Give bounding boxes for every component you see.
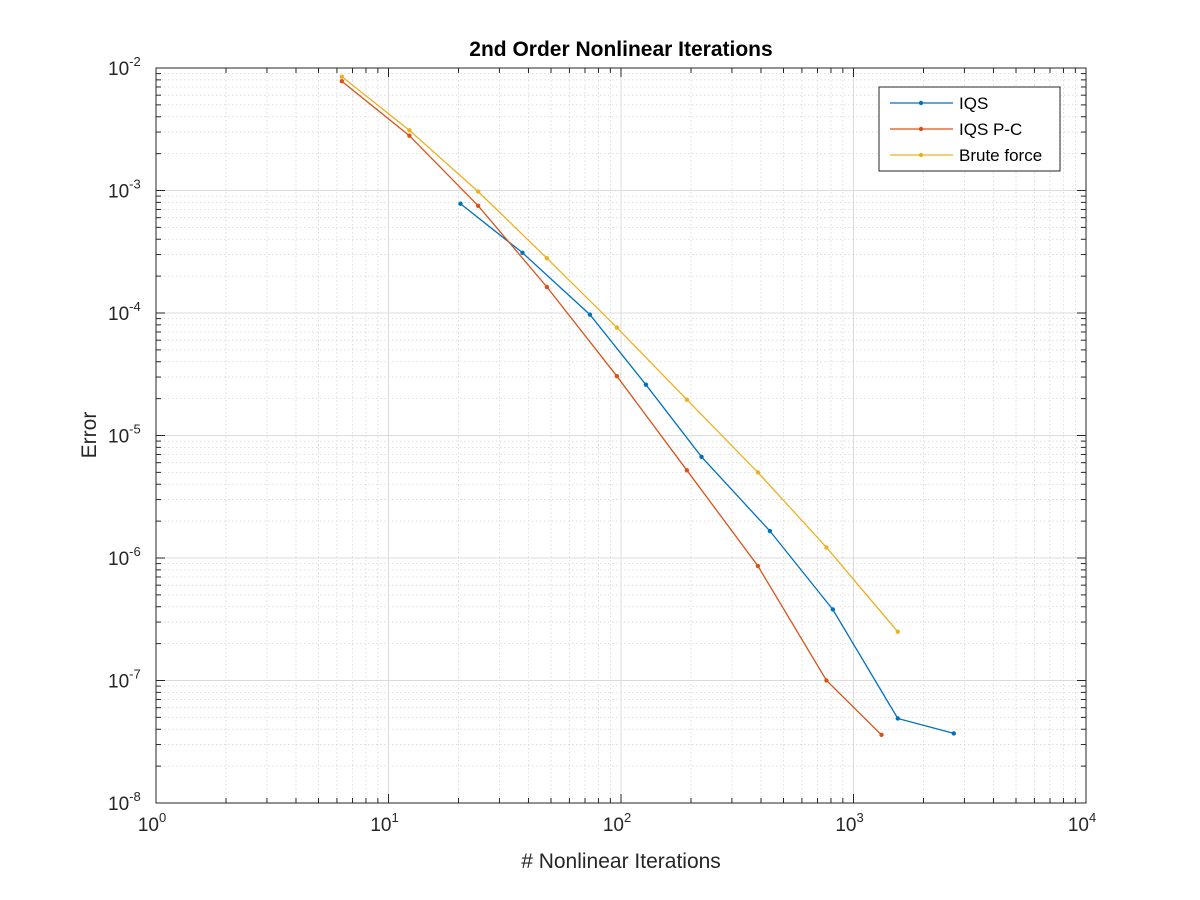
data-point bbox=[951, 731, 956, 736]
legend-item: Brute force bbox=[890, 146, 1042, 165]
data-point bbox=[614, 325, 620, 330]
data-point bbox=[755, 563, 761, 569]
data-point bbox=[895, 716, 900, 721]
tick-marks bbox=[155, 67, 1087, 804]
data-point bbox=[407, 128, 412, 133]
y-tick-label: 10-8 bbox=[108, 789, 141, 815]
legend: IQS IQS P-C Brute force bbox=[878, 86, 1061, 172]
data-point bbox=[587, 312, 593, 317]
data-point bbox=[684, 468, 690, 473]
x-tick-label: 104 bbox=[1068, 810, 1096, 836]
legend-label: IQS bbox=[959, 94, 988, 113]
y-tick-label: 10-7 bbox=[108, 667, 141, 693]
x-tick-label: 102 bbox=[603, 810, 631, 836]
legend-label: Brute force bbox=[959, 146, 1042, 165]
data-point bbox=[544, 256, 550, 261]
legend-label: IQS P-C bbox=[959, 120, 1022, 139]
data-point bbox=[830, 607, 836, 612]
data-point bbox=[824, 678, 829, 683]
series-2 bbox=[339, 79, 884, 738]
data-point bbox=[339, 79, 345, 84]
legend-swatch-marker bbox=[918, 152, 924, 158]
y-tick-label: 10-2 bbox=[108, 54, 141, 80]
legend-swatch-marker bbox=[918, 100, 924, 106]
legend-swatch-marker bbox=[918, 126, 924, 132]
y-tick-label: 10-3 bbox=[108, 177, 141, 203]
legend-item: IQS bbox=[890, 94, 988, 113]
data-point bbox=[544, 284, 550, 290]
data-point bbox=[699, 454, 704, 460]
data-point bbox=[407, 133, 412, 138]
data-point bbox=[458, 201, 463, 206]
chart-title: 2nd Order Nonlinear Iterations bbox=[469, 38, 772, 61]
data-point bbox=[614, 373, 620, 379]
x-tick-labels: 100 101 102 103 104 bbox=[138, 810, 1096, 836]
data-point bbox=[475, 189, 481, 194]
data-point bbox=[767, 528, 773, 534]
series-layer bbox=[339, 74, 956, 738]
data-point bbox=[520, 250, 525, 256]
data-point bbox=[643, 382, 649, 387]
x-tick-label: 100 bbox=[138, 810, 166, 836]
data-point bbox=[684, 397, 690, 402]
y-tick-label: 10-4 bbox=[108, 299, 141, 325]
data-point bbox=[879, 732, 884, 738]
x-axis-label: # Nonlinear Iterations bbox=[521, 850, 721, 873]
data-point bbox=[339, 74, 345, 79]
y-tick-label: 10-6 bbox=[108, 544, 141, 570]
data-point bbox=[895, 629, 900, 634]
data-point bbox=[755, 470, 761, 475]
data-point bbox=[475, 203, 481, 209]
data-point bbox=[824, 545, 829, 550]
y-axis-label: Error bbox=[78, 412, 101, 459]
x-tick-label: 101 bbox=[370, 810, 398, 836]
series-1 bbox=[458, 201, 956, 736]
series-3 bbox=[339, 74, 900, 634]
y-tick-label: 10-5 bbox=[108, 422, 141, 448]
legend-item: IQS P-C bbox=[890, 120, 1022, 139]
y-tick-labels: 10-8 10-7 10-6 10-5 10-4 10-3 10-2 bbox=[108, 54, 141, 815]
x-tick-label: 103 bbox=[835, 810, 863, 836]
